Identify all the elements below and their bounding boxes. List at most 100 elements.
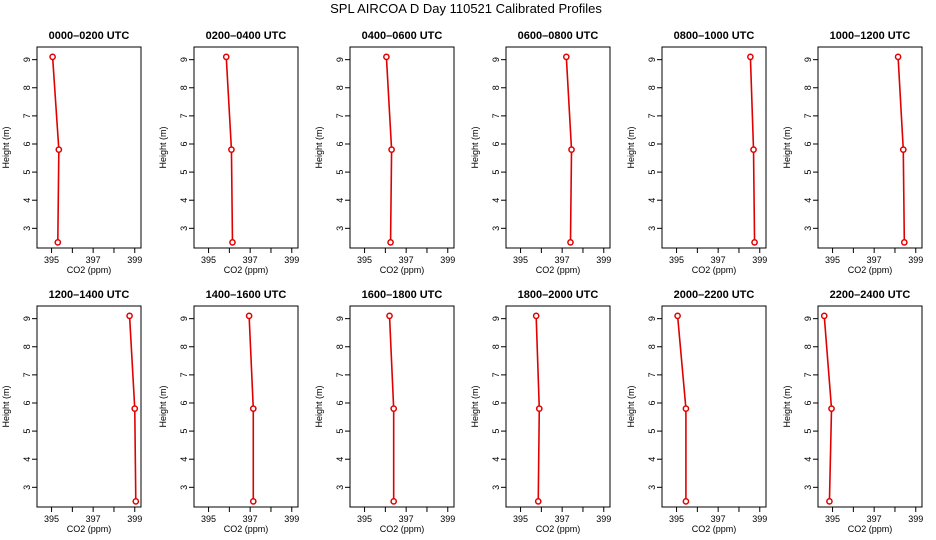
x-tick-label: 395	[357, 255, 372, 265]
y-tick-label: 5	[22, 429, 32, 434]
panel-6: 1200–1400 UTC 395 397 399 3 4 5 6 7 8 9 CO2 (ppm) He…	[1, 289, 142, 534]
panel-title: 2200–2400 UTC	[830, 289, 911, 301]
data-point	[388, 146, 395, 153]
panel-title: 1200–1400 UTC	[49, 289, 130, 301]
x-tick-label: 397	[711, 514, 726, 524]
data-point	[54, 239, 62, 246]
y-tick-label: 6	[647, 141, 657, 146]
plot-frame	[349, 46, 455, 249]
y-tick-label: 7	[647, 372, 657, 377]
x-tick-label: 399	[752, 255, 767, 265]
main-title: SPL AIRCOA D Day 110521 Calibrated Profi…	[330, 1, 602, 16]
x-tick-label: 395	[201, 514, 216, 524]
y-tick-label: 8	[335, 344, 345, 349]
panel-title: 0800–1000 UTC	[674, 30, 755, 42]
y-tick-label: 5	[22, 170, 32, 175]
y-axis-label: Height (m)	[158, 385, 168, 427]
x-axis-label: CO2 (ppm)	[692, 524, 737, 534]
y-tick-label: 8	[179, 344, 189, 349]
panel-7: 1400–1600 UTC 395 397 399 3 4 5 6 7 8 9 CO2 (ppm) He…	[158, 289, 299, 534]
y-tick-label: 7	[335, 372, 345, 377]
y-tick-label: 3	[179, 485, 189, 490]
panel-title: 0200–0400 UTC	[206, 30, 287, 42]
y-tick-label: 5	[179, 170, 189, 175]
x-axis-label: CO2 (ppm)	[536, 524, 581, 534]
y-tick-label: 3	[335, 226, 345, 231]
data-point	[49, 53, 56, 61]
x-tick-label: 399	[596, 514, 611, 524]
y-tick-label: 4	[647, 198, 657, 203]
y-tick-label: 8	[22, 85, 32, 90]
y-axis-label: Height (m)	[782, 385, 792, 427]
data-point	[131, 405, 139, 412]
plot-frame	[193, 305, 299, 508]
y-tick-label: 9	[803, 316, 813, 321]
data-point	[674, 312, 681, 320]
data-point	[682, 498, 690, 505]
y-tick-label: 3	[803, 226, 813, 231]
data-point	[532, 312, 540, 320]
y-tick-label: 3	[179, 226, 189, 231]
x-tick-label: 395	[825, 255, 840, 265]
y-tick-label: 6	[335, 141, 345, 146]
y-tick-label: 4	[179, 198, 189, 203]
data-point	[228, 146, 235, 153]
y-tick-label: 3	[803, 485, 813, 490]
y-tick-label: 8	[335, 85, 345, 90]
x-tick-label: 397	[867, 514, 882, 524]
y-tick-label: 3	[491, 485, 501, 490]
panel-5: 1000–1200 UTC 395 397 399 3 4 5 6 7 8 9 CO2 (ppm) He…	[782, 30, 923, 275]
y-tick-label: 5	[335, 429, 345, 434]
x-tick-label: 399	[127, 255, 142, 265]
data-point	[899, 146, 907, 153]
x-tick-label: 399	[284, 255, 299, 265]
y-tick-label: 9	[179, 316, 189, 321]
y-tick-label: 8	[491, 344, 501, 349]
y-axis-label: Height (m)	[626, 385, 636, 427]
y-tick-label: 4	[491, 198, 501, 203]
y-tick-label: 5	[647, 170, 657, 175]
panel-0: 0000–0200 UTC 395 397 399 3 4 5 6 7 8 9 CO2 (ppm) He…	[1, 30, 142, 275]
y-tick-label: 9	[491, 316, 501, 321]
x-tick-label: 397	[711, 255, 726, 265]
panel-10: 2000–2200 UTC 395 397 399 3 4 5 6 7 8 9 CO2 (ppm) He…	[626, 289, 767, 534]
y-tick-label: 6	[22, 400, 32, 405]
y-tick-label: 4	[22, 198, 32, 203]
x-axis-label: CO2 (ppm)	[380, 524, 425, 534]
panel-2: 0400–0600 UTC 395 397 399 3 4 5 6 7 8 9 CO2 (ppm) He…	[314, 30, 455, 275]
x-tick-label: 397	[399, 514, 414, 524]
data-point	[562, 53, 570, 61]
y-tick-label: 9	[647, 57, 657, 62]
y-axis-label: Height (m)	[314, 126, 324, 168]
data-point	[534, 498, 542, 505]
data-point	[535, 405, 543, 412]
panel-title: 0000–0200 UTC	[49, 30, 130, 42]
y-tick-label: 4	[179, 457, 189, 462]
x-axis-label: CO2 (ppm)	[67, 524, 112, 534]
y-tick-label: 3	[22, 485, 32, 490]
panel-9: 1800–2000 UTC 395 397 399 3 4 5 6 7 8 9 CO2 (ppm) He…	[470, 289, 611, 534]
y-tick-label: 3	[647, 226, 657, 231]
y-tick-label: 9	[647, 316, 657, 321]
data-point	[383, 53, 390, 61]
x-tick-label: 395	[44, 255, 59, 265]
x-axis-label: CO2 (ppm)	[224, 265, 269, 275]
y-tick-label: 3	[647, 485, 657, 490]
plot-frame	[505, 305, 611, 508]
data-point	[826, 498, 833, 505]
x-tick-label: 397	[86, 255, 101, 265]
y-tick-label: 3	[22, 226, 32, 231]
y-tick-label: 7	[179, 113, 189, 118]
x-tick-label: 395	[669, 514, 684, 524]
panel-title: 1000–1200 UTC	[830, 30, 911, 42]
y-tick-label: 9	[803, 57, 813, 62]
panel-title: 0600–0800 UTC	[518, 30, 599, 42]
data-point	[828, 405, 835, 412]
x-tick-label: 397	[243, 514, 258, 524]
y-tick-label: 6	[335, 400, 345, 405]
y-tick-label: 7	[22, 113, 32, 118]
x-tick-label: 399	[284, 514, 299, 524]
data-point	[132, 498, 140, 505]
y-axis-label: Height (m)	[314, 385, 324, 427]
